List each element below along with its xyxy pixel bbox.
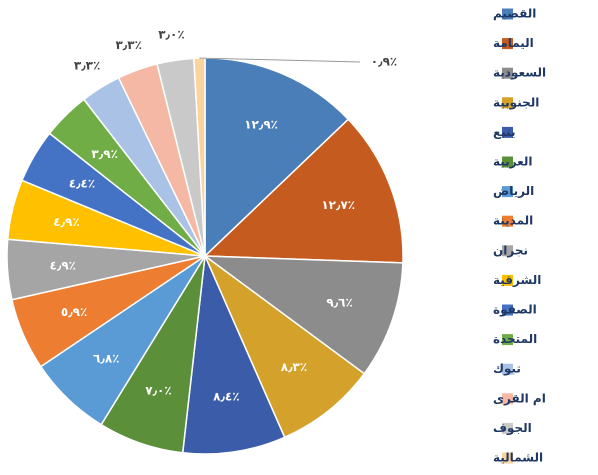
data-label: ٠٫٩٪ (371, 55, 397, 69)
legend-label: اليمامة (493, 36, 534, 50)
data-label: ٨٫٤٪ (213, 389, 239, 403)
legend-swatch (502, 422, 513, 434)
data-label: ٤٫٩٪ (50, 258, 76, 272)
legend-swatch (502, 304, 513, 316)
data-label: ٤٫٩٪ (53, 215, 79, 229)
legend-label: الرياض (493, 184, 534, 198)
data-label: ٩٫٦٪ (326, 295, 352, 309)
legend-label: الجنوبية (493, 95, 539, 110)
legend-label: القصيم (493, 7, 536, 21)
legend-swatch (502, 452, 513, 464)
legend-label: السعودية (493, 66, 546, 81)
legend-swatch (502, 334, 513, 346)
legend-label: تبوك (493, 362, 521, 377)
data-label: ٣٫٣٪ (74, 58, 100, 72)
data-label: ١٢٫٧٪ (321, 198, 355, 212)
legend-swatch (502, 126, 513, 138)
pie-slice (203, 118, 404, 264)
data-label: ٣٫٠٪ (158, 27, 184, 41)
data-label: ١٢٫٩٪ (244, 117, 278, 131)
legend-swatch (502, 363, 513, 375)
legend-swatch (502, 393, 513, 405)
data-label: ٥٫٩٪ (61, 305, 87, 319)
data-label: ٨٫٣٪ (281, 360, 307, 374)
legend-swatch (502, 245, 513, 257)
legend-label: الشرقية (493, 273, 541, 287)
pie-slice (202, 255, 404, 375)
legend-label: المدينة (493, 214, 533, 228)
data-label: ٣٫٩٪ (91, 147, 117, 161)
legend-label: ام القرى (493, 391, 546, 406)
data-label: ٦٫٨٪ (93, 351, 119, 365)
legend-swatch (502, 156, 513, 168)
legend-label: الشمالية (493, 451, 543, 465)
data-label: ٤٫٤٪ (69, 176, 95, 190)
legend-label: ينبع (493, 125, 516, 139)
legend-swatch (502, 67, 513, 79)
leader-line (199, 57, 361, 63)
pie-slice (203, 253, 366, 439)
legend-swatch (502, 274, 513, 286)
data-label: ٣٫٣٪ (115, 38, 141, 52)
legend-swatch (502, 97, 513, 109)
legend-swatch (502, 8, 513, 20)
pie-slice (181, 253, 286, 455)
legend-label: العربية (493, 155, 533, 169)
legend-label: نجران (493, 243, 528, 257)
legend-label: المتحدة (493, 332, 537, 346)
legend-swatch (502, 186, 513, 198)
legend-label: الجوف (493, 421, 532, 436)
legend-swatch (502, 38, 513, 50)
legend-swatch (502, 215, 513, 227)
legend-label: الصفوة (493, 303, 537, 318)
data-label: ٧٫٠٪ (145, 383, 171, 397)
